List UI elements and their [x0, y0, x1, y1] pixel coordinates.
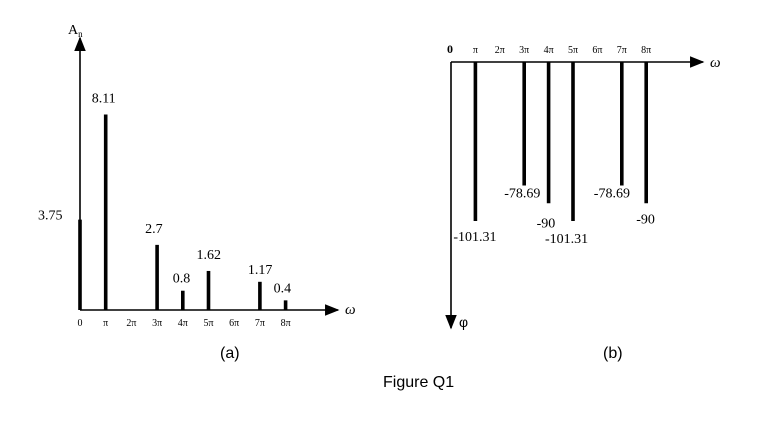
- phase-x-tick-label: 8π: [641, 45, 651, 56]
- amplitude-data-label: 2.7: [145, 222, 163, 237]
- amplitude-x-axis-label: ω: [345, 302, 356, 318]
- amplitude-x-tick-label: 3π: [152, 318, 162, 329]
- amplitude-x-tick-label: 5π: [203, 318, 213, 329]
- phase-data-label: -101.31: [453, 230, 496, 245]
- panel-b-caption: (b): [603, 345, 623, 362]
- amplitude-data-label: 3.75: [38, 209, 63, 224]
- phase-data-label: -90: [537, 216, 556, 231]
- amplitude-y-axis-label: An: [68, 23, 83, 39]
- amplitude-x-tick-label: π: [103, 318, 108, 329]
- amplitude-data-label: 0.8: [173, 272, 191, 287]
- amplitude-x-tick-label: 2π: [126, 318, 136, 329]
- figure-caption: Figure Q1: [383, 374, 454, 391]
- phase-x-tick-label: 6π: [592, 45, 602, 56]
- phase-y-axis-label: φ: [459, 314, 468, 330]
- amplitude-data-label: 8.11: [92, 92, 116, 107]
- phase-data-label: -90: [636, 212, 655, 227]
- phase-x-tick-label: π: [473, 45, 478, 56]
- panel-a-caption: (a): [220, 345, 240, 362]
- phase-x-axis-label: ω: [710, 55, 721, 71]
- amplitude-x-tick-label: 8π: [281, 318, 291, 329]
- phase-x-tick-label: 0: [447, 42, 453, 56]
- amplitude-spectrum-chart: An ω 0 π 2π 3π 4π 5π 6π 7π 8π 3.75 8.11 2.7 0.8 1.62…: [38, 23, 356, 329]
- phase-x-tick-label: 3π: [519, 45, 529, 56]
- amplitude-x-tick-label: 6π: [229, 318, 239, 329]
- phase-data-label: -101.31: [545, 232, 588, 247]
- phase-x-tick-label: 2π: [495, 45, 505, 56]
- amplitude-data-label: 1.17: [248, 263, 273, 278]
- amplitude-data-label: 0.4: [274, 281, 292, 296]
- amplitude-x-tick-label: 0: [78, 318, 83, 329]
- phase-spectrum-chart: ω φ 0 π 2π 3π 4π 5π 6π 7π 8π -101.31-78.69-90-10…: [445, 42, 721, 330]
- phase-x-tick-label: 7π: [617, 45, 627, 56]
- amplitude-x-tick-label: 7π: [255, 318, 265, 329]
- phase-data-label: -78.69: [504, 187, 540, 202]
- phase-x-tick-label: 4π: [544, 45, 554, 56]
- phase-x-tick-label: 5π: [568, 45, 578, 56]
- amplitude-x-tick-label: 4π: [178, 318, 188, 329]
- amplitude-data-label: 1.62: [197, 248, 222, 263]
- phase-data-label: -78.69: [594, 187, 630, 202]
